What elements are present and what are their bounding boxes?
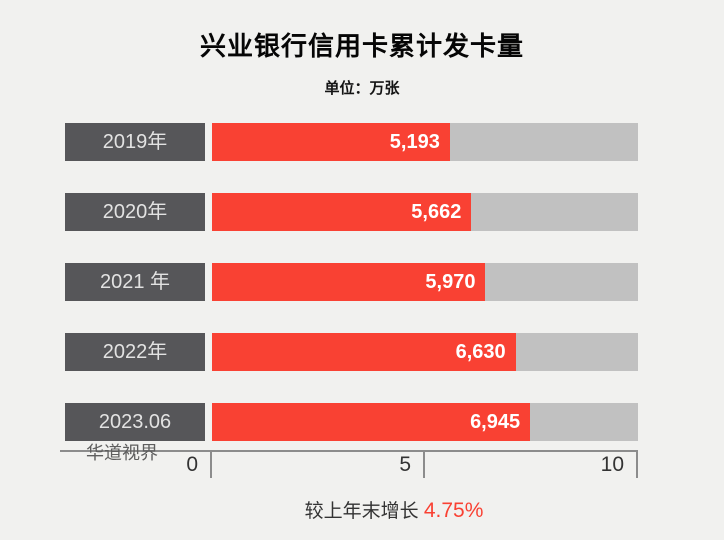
growth-note: 较上年末增长 4.75% [64,496,724,523]
bar-track: 5,970 [212,263,638,301]
bar-track: 6,630 [212,333,638,371]
bar-fill: 6,945 [212,403,531,441]
watermark-text: 华道视界 [86,443,158,463]
bar-fill: 6,630 [212,333,516,371]
chart-subtitle: 单位：万张 [324,80,400,97]
x-axis-tick-mark [636,450,638,478]
x-axis-tick-label: 0 [186,453,198,476]
growth-note-label: 较上年末增长 [304,501,424,522]
category-label: 2021 年 [65,263,205,301]
bar-value-label: 5,970 [425,271,476,293]
bar-track: 5,662 [212,193,638,231]
category-label: 2022年 [65,333,205,371]
growth-note-value: 4.75% [423,499,484,522]
x-axis-tick-label: 5 [399,453,411,476]
bar-track: 6,945 [212,403,638,441]
x-axis-tick-mark [210,450,212,478]
bar-row: 2021 年 5,970 [0,263,724,301]
x-axis-tick-mark [423,450,425,478]
bar-fill: 5,970 [212,263,486,301]
bar-track: 5,193 [212,123,638,161]
bar-row: 2020年 5,662 [0,193,724,231]
bar-row: 2023.06 6,945 [0,403,724,441]
bar-row: 2019年 5,193 [0,123,724,161]
category-label: 2020年 [65,193,205,231]
bar-value-label: 6,630 [455,341,506,363]
bar-fill: 5,193 [212,123,450,161]
bar-fill: 5,662 [212,193,472,231]
x-axis-line [60,450,638,452]
chart-title: 兴业银行信用卡累计发卡量 [199,31,524,61]
bar-value-label: 6,945 [470,411,521,433]
category-label: 2023.06 [65,403,205,441]
x-axis-tick-label: 10 [600,453,624,476]
bar-row: 2022年 6,630 [0,333,724,371]
bar-value-label: 5,193 [389,131,440,153]
bar-value-label: 5,662 [411,201,462,223]
category-label: 2019年 [65,123,205,161]
